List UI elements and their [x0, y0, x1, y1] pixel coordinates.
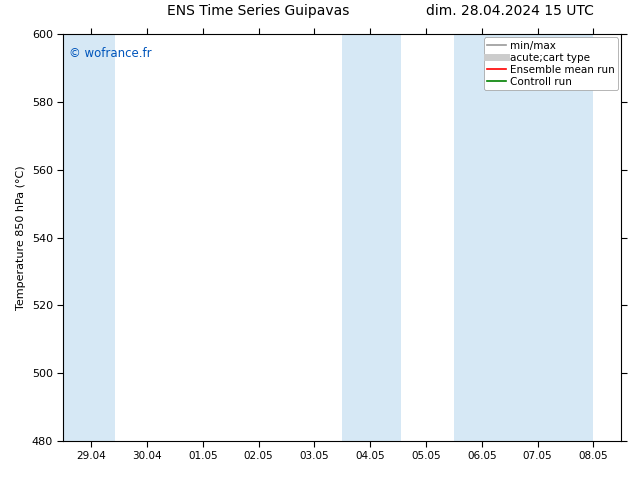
Bar	[63, 34, 115, 441]
Bar	[342, 34, 401, 441]
Y-axis label: Temperature 850 hPa (°C): Temperature 850 hPa (°C)	[16, 165, 26, 310]
Text: dim. 28.04.2024 15 UTC: dim. 28.04.2024 15 UTC	[426, 4, 593, 18]
Legend: min/max, acute;cart type, Ensemble mean run, Controll run: min/max, acute;cart type, Ensemble mean …	[484, 37, 618, 90]
Text: © wofrance.fr: © wofrance.fr	[69, 47, 152, 59]
Text: ENS Time Series Guipavas: ENS Time Series Guipavas	[167, 4, 350, 18]
Bar	[454, 34, 593, 441]
